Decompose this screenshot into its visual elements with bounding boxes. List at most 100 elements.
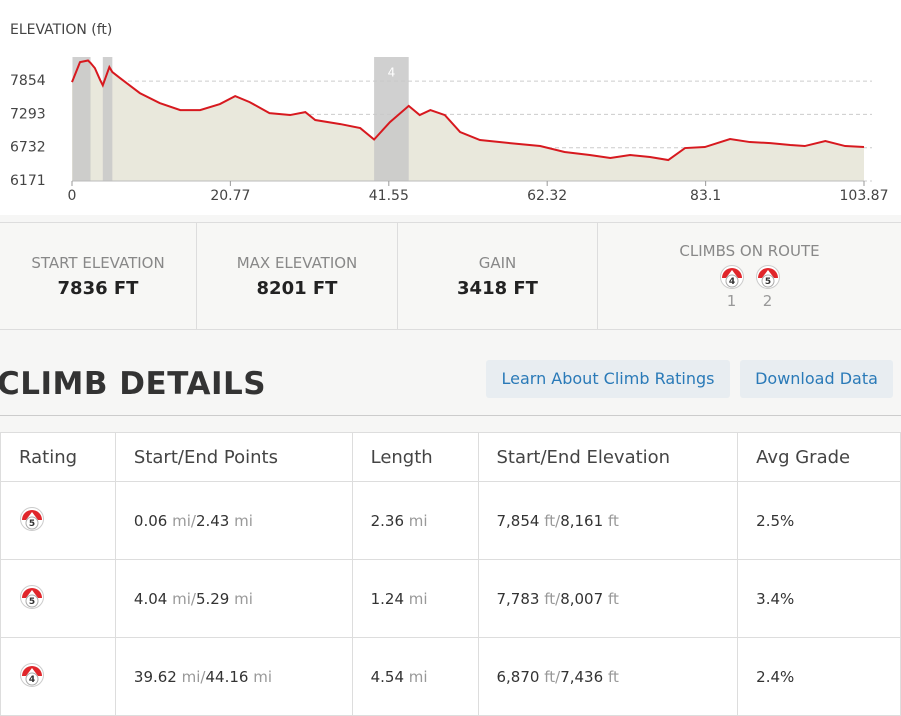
column-header: Length (351, 432, 479, 482)
icon-badge (761, 274, 774, 288)
unit: mi (172, 511, 191, 530)
icon-badge (25, 594, 39, 607)
button[interactable]: Learn About Climb Ratings (486, 360, 730, 398)
icon-badge (25, 516, 39, 529)
x-tick-label: 83.1 (690, 188, 721, 204)
unit: mi (408, 667, 428, 686)
value: 2.36 (370, 511, 405, 530)
unit: / (190, 511, 196, 530)
stat: MAX ELEVATION 8201 FT (197, 223, 398, 329)
unit: mi (181, 667, 201, 686)
header-row: Rating Start/End Points Length Start/End El… (0, 432, 901, 482)
column-header: Start/End Elevation (477, 432, 739, 482)
cell: 4.54 mi (351, 637, 479, 716)
cell: 0.06 mi/2.43 mi (114, 481, 353, 560)
cell: 4 (0, 637, 116, 716)
stat-value: 7836 FT (57, 277, 139, 299)
cell: 1.24 mi (351, 559, 479, 638)
icon-peak (757, 268, 778, 278)
cell: 2.5% (737, 481, 901, 560)
rating: 5 (764, 277, 770, 287)
stat-label: GAIN (478, 253, 517, 272)
value: 7,783 (496, 589, 540, 608)
climb-band (374, 57, 409, 181)
y-tick-label: 6732 (10, 140, 46, 156)
value: 6,870 (496, 667, 540, 686)
unit: mi (408, 511, 428, 530)
icon-badge (725, 274, 738, 288)
cell: 39.62 mi/44.16 mi (114, 637, 353, 716)
cell: 7,783 ft/8,007 ft (477, 559, 739, 638)
column-header: Avg Grade (737, 432, 901, 482)
column-header: Rating (0, 432, 116, 482)
value: 7,854 (496, 511, 540, 530)
unit: ft (607, 667, 619, 686)
icon-peak (721, 268, 742, 278)
climb-table: Rating Start/End Points Length Start/End El… (0, 432, 901, 716)
value: 2.43 (195, 511, 230, 530)
rating-icon: 4 (719, 265, 744, 289)
value: 0.06 (133, 511, 168, 530)
unit: mi (172, 589, 191, 608)
rating: 4 (728, 277, 734, 287)
value: 4.54 (370, 667, 405, 686)
value: 7,436 (560, 667, 604, 686)
cell: 2.36 mi (351, 481, 479, 560)
rating-icon: 4 (20, 662, 44, 687)
value: 5.29 (195, 589, 230, 608)
unit: ft (607, 589, 619, 608)
elevation-line (71, 59, 865, 162)
button[interactable]: Download Data (740, 360, 893, 398)
section-title: CLIMB DETAILS (0, 366, 267, 402)
unit: mi (253, 667, 272, 686)
stat-value: 8201 FT (256, 277, 338, 299)
cell: 5 (0, 559, 116, 638)
table-row: 5 4.04 mi/5.29 mi 1.24 mi 7,783 ft/8,007 ft… (0, 559, 901, 638)
climb-number: 1 (726, 292, 737, 310)
x-tick-label: 62.32 (527, 188, 567, 204)
rating: 5 (29, 597, 35, 607)
value: 4.04 (133, 589, 168, 608)
cell: 2.4% (737, 637, 901, 716)
unit: / (190, 589, 196, 608)
y-tick-label: 7293 (10, 106, 46, 122)
cell: 5 (0, 481, 116, 560)
unit: ft (544, 589, 556, 608)
stat-label: CLIMBS ON ROUTE (679, 242, 820, 260)
stat: GAIN 3418 FT (398, 223, 598, 329)
x-tick-label: 0 (68, 188, 77, 204)
rating-icon: 5 (20, 584, 44, 609)
divider (0, 415, 901, 416)
climb-band-label: 4 (388, 66, 396, 80)
unit: / (555, 667, 561, 686)
unit: / (555, 511, 561, 530)
icon-peak (22, 665, 42, 676)
value: 39.62 (133, 667, 177, 686)
climb-band (72, 57, 91, 181)
cell: 4.04 mi/5.29 mi (114, 559, 353, 638)
stat-label: START ELEVATION (31, 253, 165, 272)
x-tick-label: 41.55 (369, 188, 409, 204)
value: 8,007 (560, 589, 604, 608)
stats-row: START ELEVATION 7836 FT MAX ELEVATION 8201 … (0, 222, 901, 330)
stat-value: 3418 FT (457, 277, 538, 299)
column-header: Start/End Points (114, 432, 353, 482)
climb-band (102, 57, 113, 181)
cell: 7,854 ft/8,161 ft (477, 481, 739, 560)
climbs-on-route: CLIMBS ON ROUTE 4 1 5 2 (598, 223, 901, 329)
value: 1.24 (370, 589, 405, 608)
rating: 5 (29, 519, 35, 529)
x-tick-label: 20.77 (210, 188, 250, 204)
unit: ft (544, 511, 556, 530)
unit: ft (607, 511, 619, 530)
area-fill (72, 60, 864, 182)
stat: START ELEVATION 7836 FT (0, 223, 197, 329)
y-tick-label: 7854 (10, 73, 46, 89)
chart-title: ELEVATION (ft) (10, 22, 112, 38)
rating-icon: 5 (20, 506, 44, 531)
stat-label: MAX ELEVATION (236, 253, 358, 272)
unit: ft (544, 667, 556, 686)
value: 8,161 (560, 511, 604, 530)
